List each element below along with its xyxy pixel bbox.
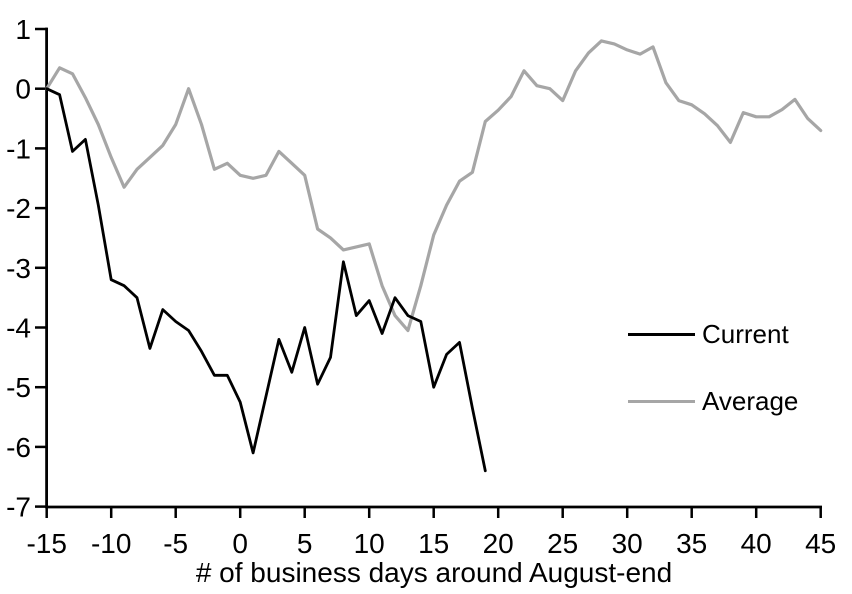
svg-text:-2: -2 bbox=[6, 193, 31, 224]
svg-text:-4: -4 bbox=[6, 313, 31, 344]
legend-label-current: Current bbox=[702, 319, 789, 349]
svg-text:10: 10 bbox=[354, 528, 385, 559]
svg-text:30: 30 bbox=[612, 528, 643, 559]
current-line-swatch bbox=[628, 332, 695, 336]
svg-text:-10: -10 bbox=[91, 528, 131, 559]
svg-text:0: 0 bbox=[232, 528, 248, 559]
svg-text:-7: -7 bbox=[6, 492, 31, 523]
svg-text:-15: -15 bbox=[26, 528, 66, 559]
svg-text:-1: -1 bbox=[6, 133, 31, 164]
svg-text:-6: -6 bbox=[6, 432, 31, 463]
svg-text:35: 35 bbox=[676, 528, 707, 559]
svg-text:45: 45 bbox=[805, 528, 836, 559]
svg-text:-3: -3 bbox=[6, 253, 31, 284]
svg-text:5: 5 bbox=[297, 528, 313, 559]
average-line-swatch bbox=[628, 399, 695, 403]
x-axis-title: # of business days around August-end bbox=[195, 557, 673, 588]
svg-text:40: 40 bbox=[741, 528, 772, 559]
svg-text:1: 1 bbox=[15, 14, 31, 45]
svg-text:0: 0 bbox=[15, 74, 31, 105]
legend-label-average: Average bbox=[702, 386, 799, 416]
svg-text:-5: -5 bbox=[6, 372, 31, 403]
legend-item-current: Current bbox=[628, 320, 798, 348]
legend-item-average: Average bbox=[628, 387, 798, 415]
svg-text:15: 15 bbox=[418, 528, 449, 559]
legend: Current Average bbox=[628, 320, 798, 415]
svg-text:-5: -5 bbox=[163, 528, 188, 559]
svg-text:20: 20 bbox=[483, 528, 514, 559]
svg-text:25: 25 bbox=[547, 528, 578, 559]
